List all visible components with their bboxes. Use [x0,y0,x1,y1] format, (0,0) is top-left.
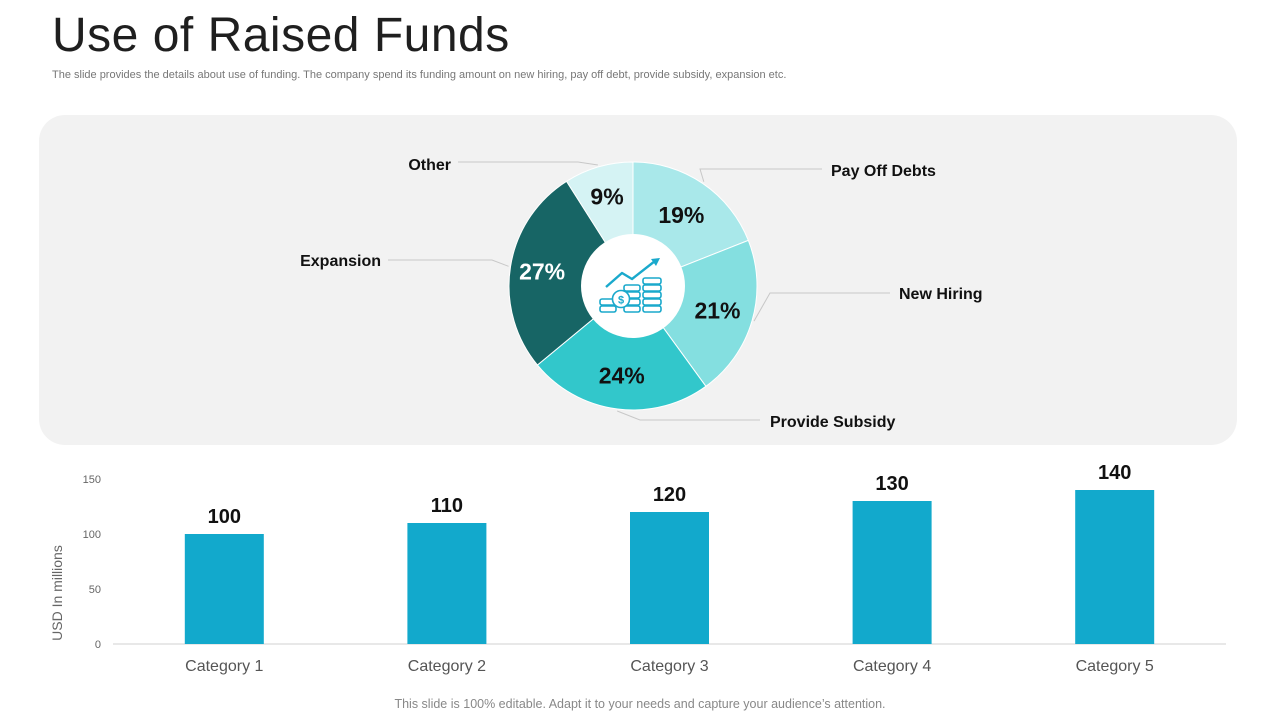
pie-percent-label: 21% [694,298,740,324]
pie-callout-label: Pay Off Debts [831,163,936,180]
page-subtitle: The slide provides the details about use… [52,69,787,81]
pie-leader-line [388,259,509,267]
bar [630,512,709,644]
pie-slice [536,285,707,411]
footer-note: This slide is 100% editable. Adapt it to… [394,697,886,711]
y-tick-label: 100 [83,529,101,541]
pie-leader-line [458,161,598,166]
pie-leader-line [617,410,760,421]
y-axis-title: USD In millions [49,545,65,641]
bar-value-label: 140 [1098,462,1131,484]
pie-slice [508,180,634,366]
x-category-label: Category 5 [1076,658,1154,675]
y-tick-label: 50 [89,584,101,596]
page-title: Use of Raised Funds [52,9,510,62]
x-category-label: Category 1 [185,658,263,675]
pie-percent-label: 24% [599,362,645,388]
y-tick-label: 150 [83,474,101,486]
pie-callout-label: Expansion [300,253,381,270]
bar [852,501,932,644]
pie-leader-line [753,292,890,322]
money-growth-icon: $ [599,258,662,313]
x-category-label: Category 2 [408,658,486,675]
pie-callout-label: Other [408,157,451,174]
bar-value-label: 110 [431,495,463,517]
bar [184,534,264,644]
bar-value-label: 120 [653,484,686,506]
bar-value-label: 130 [875,473,908,495]
pie-callout-label: New Hiring [899,286,983,303]
pie-percent-label: 9% [590,184,623,210]
pie-percent-label: 19% [658,202,704,228]
x-category-label: Category 4 [853,658,931,675]
pie-callout-label: Provide Subsidy [770,414,895,431]
bar [407,523,487,644]
pie-leader-line [699,168,822,182]
svg-text:$: $ [618,295,624,307]
y-tick-label: 0 [95,639,101,651]
bar [1075,490,1155,644]
pie-percent-label: 27% [519,259,565,285]
x-category-label: Category 3 [630,658,708,675]
bar-value-label: 100 [208,506,241,528]
